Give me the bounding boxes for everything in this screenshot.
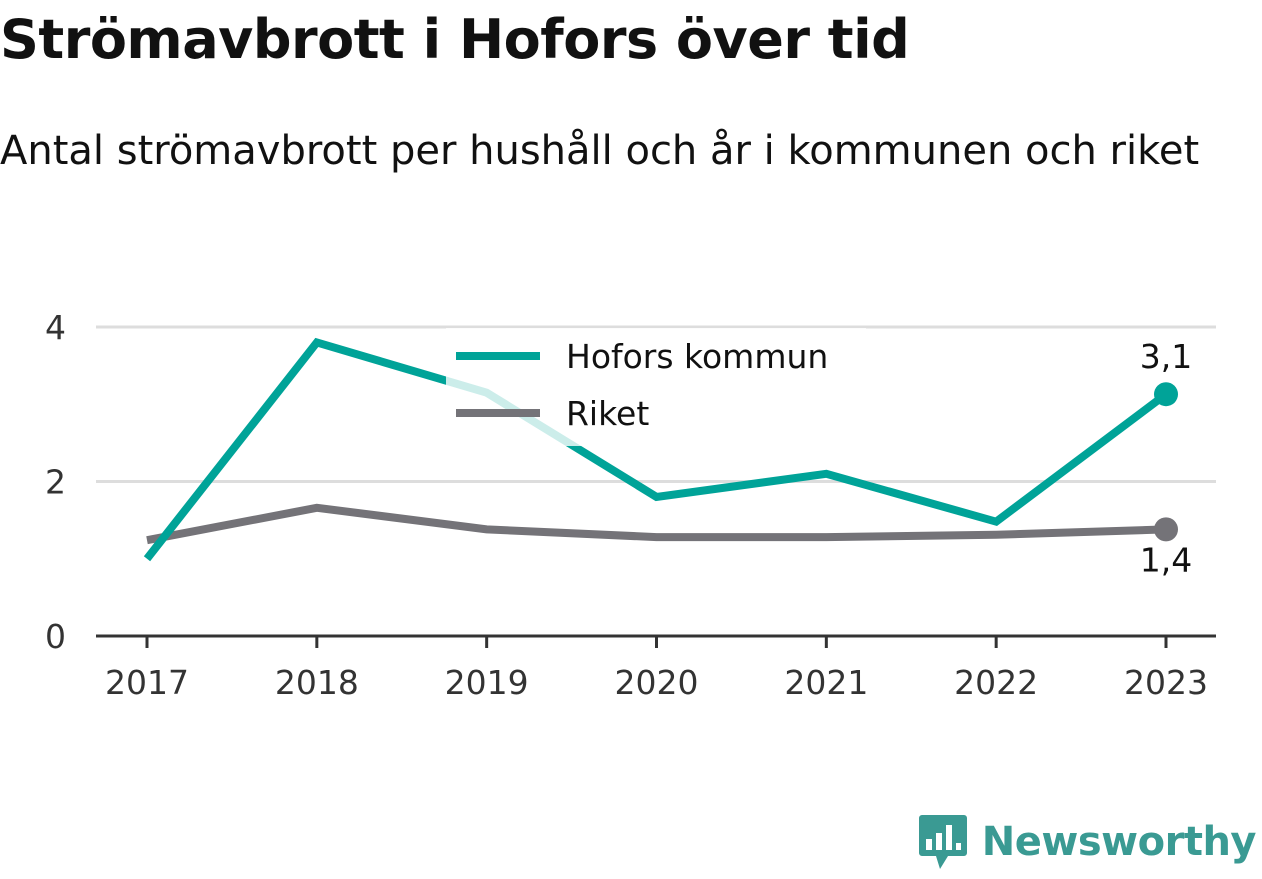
legend-label-hofors-kommun: Hofors kommun bbox=[566, 337, 828, 376]
y-tick-label-2: 2 bbox=[45, 463, 66, 502]
series-line-riket bbox=[146, 503, 1167, 545]
series-line-hofors-kommun bbox=[143, 337, 1169, 562]
brand: Newsworthy bbox=[918, 813, 1257, 871]
newsworthy-logo-icon bbox=[918, 815, 967, 869]
grid-lines bbox=[96, 325, 1216, 483]
end-marker-riket bbox=[1154, 517, 1178, 542]
chart-title: Strömavbrott i Hofors över tid bbox=[0, 8, 910, 71]
series-lines bbox=[143, 337, 1178, 562]
x-tick-label-2023: 2023 bbox=[1124, 663, 1208, 702]
x-tick-label-2022: 2022 bbox=[954, 663, 1038, 702]
x-tick-label-2020: 2020 bbox=[615, 663, 699, 702]
end-label-riket: 1,4 bbox=[1140, 540, 1192, 579]
y-axis-ticks: 0 2 4 bbox=[45, 308, 66, 656]
x-tick-label-2021: 2021 bbox=[784, 663, 868, 702]
end-label-hofors-kommun: 3,1 bbox=[1140, 337, 1192, 376]
chart-subtitle: Antal strömavbrott per hushåll och år i … bbox=[0, 128, 1200, 174]
end-marker-hofors-kommun bbox=[1154, 382, 1178, 407]
x-tick-label-2017: 2017 bbox=[105, 663, 189, 702]
x-tick-label-2018: 2018 bbox=[275, 663, 359, 702]
legend: Hofors kommun Riket bbox=[446, 328, 866, 446]
legend-background bbox=[446, 328, 866, 446]
legend-label-riket: Riket bbox=[566, 394, 649, 433]
y-tick-label-0: 0 bbox=[45, 617, 66, 656]
end-labels: 3,1 1,4 bbox=[1140, 337, 1192, 579]
brand-name: Newsworthy bbox=[981, 819, 1257, 865]
x-axis: 2017 2018 2019 2020 2021 2022 2023 bbox=[96, 634, 1216, 702]
y-tick-label-4: 4 bbox=[45, 308, 66, 347]
x-tick-label-2019: 2019 bbox=[445, 663, 529, 702]
